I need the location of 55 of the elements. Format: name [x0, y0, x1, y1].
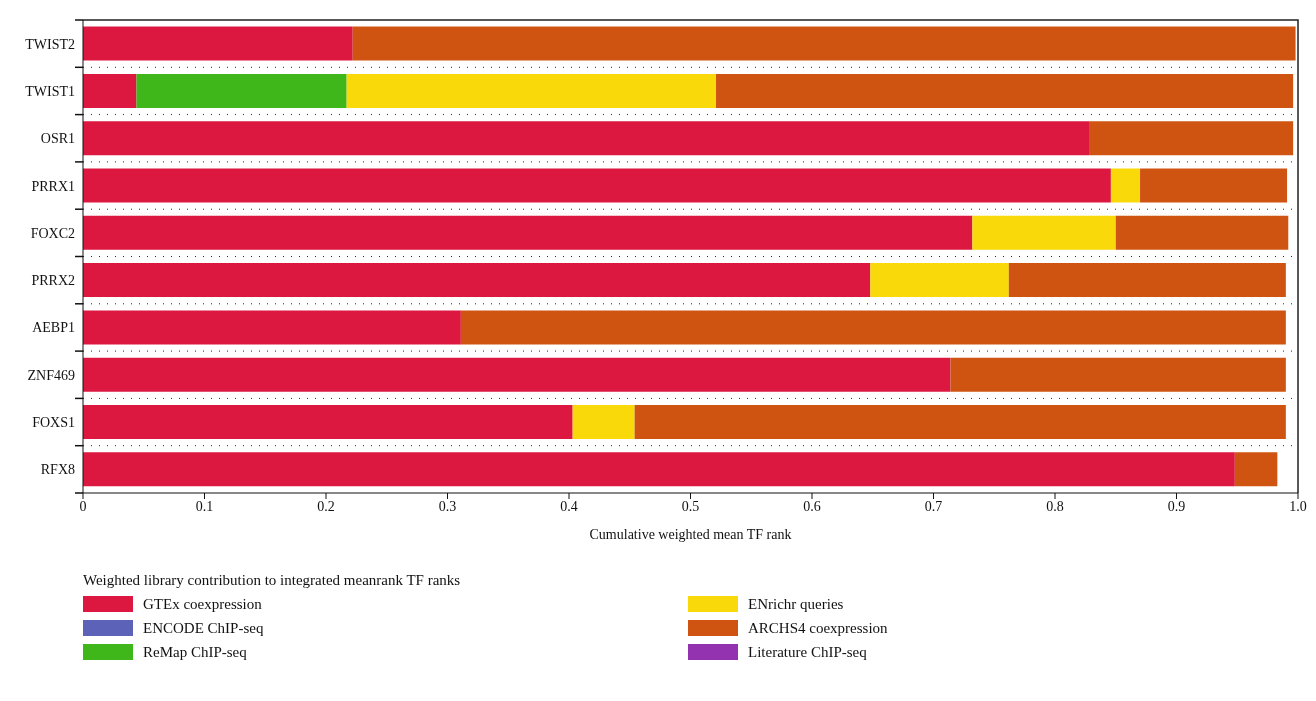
- x-tick-label: 0.2: [317, 498, 335, 514]
- legend-label: ReMap ChIP-seq: [143, 643, 247, 661]
- x-tick-label: 0.5: [681, 498, 700, 514]
- bar: [83, 405, 573, 440]
- x-tick-label: 1.0: [1289, 498, 1307, 514]
- y-tick-label: OSR1: [40, 131, 75, 147]
- y-tick-label: TWIST1: [25, 83, 75, 99]
- bar: [1115, 215, 1289, 250]
- bar: [83, 357, 951, 392]
- bar: [136, 73, 347, 108]
- y-tick-label: FOXS1: [32, 415, 75, 431]
- x-tick-label: 0.3: [438, 498, 457, 514]
- legend-label: GTEx coexpression: [143, 595, 262, 613]
- y-tick-label: FOXC2: [30, 225, 75, 241]
- x-tick-label: 0.6: [803, 498, 821, 514]
- bar: [950, 357, 1286, 392]
- x-tick-label: 0: [79, 498, 87, 514]
- bar: [1008, 263, 1286, 298]
- bar: [83, 73, 137, 108]
- y-tick-label: PRRX1: [31, 178, 75, 194]
- legend-label: Literature ChIP-seq: [748, 643, 867, 661]
- bar: [1089, 121, 1294, 156]
- y-tick-label: PRRX2: [31, 273, 75, 289]
- legend-label: ARCHS4 coexpression: [748, 619, 888, 637]
- x-tick-label: 0.4: [560, 498, 578, 514]
- bar: [572, 405, 635, 440]
- legend-title: Weighted library contribution to integrated meanrank TF ranks: [83, 572, 462, 589]
- bar: [83, 121, 1090, 156]
- bar: [83, 168, 1111, 203]
- bar: [1140, 168, 1288, 203]
- bar: [716, 73, 1294, 108]
- bar: [83, 310, 461, 345]
- y-tick-label: RFX8: [40, 462, 75, 478]
- x-axis-title: Cumulative weighted mean TF rank: [589, 527, 792, 542]
- y-tick-label: AEBP1: [32, 320, 75, 336]
- bar: [346, 73, 717, 108]
- bar: [1234, 452, 1278, 487]
- bar: [972, 215, 1116, 250]
- bar: [83, 452, 1235, 487]
- bar: [83, 215, 973, 250]
- x-tick-label: 0.8: [1046, 498, 1064, 514]
- bar: [1110, 168, 1141, 203]
- bar: [83, 26, 353, 61]
- y-tick-label: TWIST2: [25, 36, 75, 52]
- bar: [83, 263, 871, 298]
- y-tick-label: ZNF469: [27, 367, 75, 383]
- x-tick-label: 0.9: [1167, 498, 1186, 514]
- legend-label: ENCODE ChIP-seq: [143, 619, 264, 637]
- x-tick-label: 0.7: [924, 498, 943, 514]
- bar: [870, 263, 1009, 298]
- legend-label: ENrichr queries: [748, 595, 844, 613]
- bar: [460, 310, 1286, 345]
- x-tick-label: 0.1: [195, 498, 214, 514]
- bar: [352, 26, 1296, 61]
- bar: [634, 405, 1286, 440]
